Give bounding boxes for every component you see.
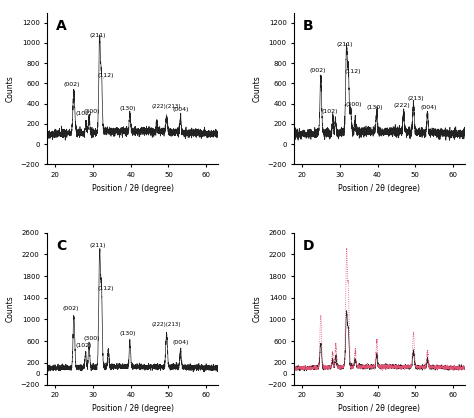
Text: (002): (002) [310, 68, 327, 78]
Text: (130): (130) [366, 104, 383, 116]
Y-axis label: Counts: Counts [6, 75, 15, 102]
Text: (112): (112) [98, 286, 114, 298]
Text: A: A [56, 19, 67, 33]
Text: (102): (102) [322, 109, 338, 120]
Text: B: B [303, 19, 313, 33]
Y-axis label: Counts: Counts [253, 295, 262, 322]
Text: D: D [303, 239, 314, 253]
Text: (102): (102) [75, 111, 91, 122]
Text: (002): (002) [64, 82, 80, 94]
Text: (300): (300) [346, 102, 362, 114]
Text: (130): (130) [119, 106, 136, 117]
Text: (211): (211) [337, 42, 353, 53]
Text: (004): (004) [173, 340, 189, 352]
X-axis label: Position / 2θ (degree): Position / 2θ (degree) [91, 184, 173, 193]
Text: (211): (211) [90, 243, 106, 255]
X-axis label: Position / 2θ (degree): Position / 2θ (degree) [91, 404, 173, 413]
Text: (102): (102) [75, 343, 91, 353]
Text: (213): (213) [407, 96, 424, 108]
Text: (112): (112) [98, 73, 114, 79]
Text: (130): (130) [119, 331, 136, 342]
Text: (300): (300) [84, 109, 100, 119]
Y-axis label: Counts: Counts [253, 75, 262, 102]
Text: (112): (112) [345, 69, 361, 77]
Text: (211): (211) [90, 33, 106, 43]
X-axis label: Position / 2θ (degree): Position / 2θ (degree) [338, 184, 420, 193]
X-axis label: Position / 2θ (degree): Position / 2θ (degree) [338, 404, 420, 413]
Text: C: C [56, 239, 66, 253]
Text: (002): (002) [63, 306, 80, 317]
Text: (300): (300) [84, 336, 100, 347]
Text: (222)(213): (222)(213) [152, 322, 182, 334]
Text: (222): (222) [394, 103, 410, 116]
Text: (004): (004) [420, 104, 437, 118]
Text: (004): (004) [173, 107, 189, 119]
Y-axis label: Counts: Counts [6, 295, 15, 322]
Text: (222)(213): (222)(213) [152, 104, 182, 117]
